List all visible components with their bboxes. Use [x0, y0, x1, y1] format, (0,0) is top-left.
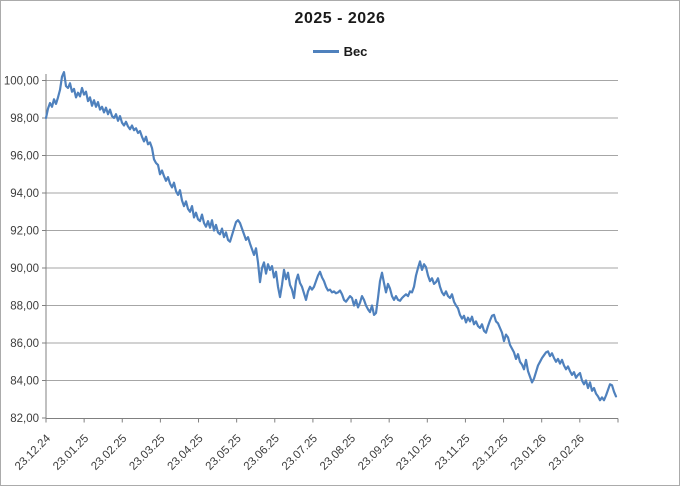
- y-tick-label: 100,00: [4, 76, 39, 88]
- chart-title: 2025 - 2026: [294, 10, 386, 27]
- x-tick-label: 23.03.25: [127, 433, 167, 473]
- x-tick-label: 23.11.25: [433, 433, 473, 473]
- y-tick-label: 82,00: [10, 413, 39, 425]
- x-tick-label: 23.04.25: [166, 433, 206, 473]
- x-tick-label: 23.02.25: [89, 433, 129, 473]
- x-tick-label: 23.12.25: [471, 433, 511, 473]
- x-tick-label: 23.01.25: [51, 433, 91, 473]
- x-tick-label: 23.10.25: [394, 433, 434, 473]
- y-tick-label: 90,00: [10, 263, 39, 275]
- x-tick-label: 23.08.25: [318, 433, 358, 473]
- legend-line-swatch: [312, 49, 339, 53]
- y-tick-label: 84,00: [10, 376, 39, 388]
- legend: Вес: [1, 43, 679, 59]
- x-tick-label: 23.01.26: [509, 433, 549, 473]
- x-tick-label: 23.09.25: [356, 433, 396, 473]
- y-tick-label: 94,00: [10, 188, 39, 200]
- y-tick-label: 98,00: [10, 113, 39, 125]
- y-tick-label: 88,00: [10, 301, 39, 313]
- series-weight-line: [44, 70, 618, 402]
- x-tick-label: 23.02.26: [547, 433, 587, 473]
- x-tick-label: 23.06.25: [242, 433, 282, 473]
- legend-label: Вес: [343, 43, 368, 59]
- y-tick-label: 96,00: [10, 151, 39, 163]
- y-tick-label: 86,00: [10, 338, 39, 350]
- x-tick-label: 23.12.24: [13, 432, 54, 473]
- y-tick-label: 92,00: [10, 226, 39, 238]
- x-tick-label: 23.05.25: [204, 433, 244, 473]
- x-tick-label: 23.07.25: [280, 433, 320, 473]
